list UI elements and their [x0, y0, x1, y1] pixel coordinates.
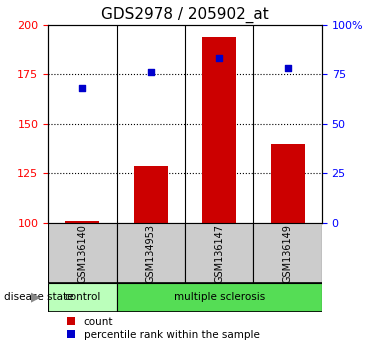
Bar	[48, 283, 117, 312]
Point	[148, 69, 154, 75]
Bar	[117, 223, 185, 283]
Legend: count, percentile rank within the sample: count, percentile rank within the sample	[67, 317, 259, 340]
Text: GSM136140: GSM136140	[77, 224, 87, 282]
Point	[216, 56, 222, 61]
Bar	[48, 223, 117, 283]
Bar	[185, 223, 253, 283]
Text: ▶: ▶	[31, 291, 41, 304]
Text: control: control	[64, 292, 101, 302]
Bar	[65, 221, 100, 223]
Bar	[202, 37, 236, 223]
Point	[285, 65, 291, 71]
Bar	[117, 283, 322, 312]
Text: GSM136147: GSM136147	[214, 224, 224, 282]
Point	[79, 85, 85, 91]
Text: GSM134953: GSM134953	[146, 224, 156, 282]
Bar	[270, 144, 305, 223]
Text: multiple sclerosis: multiple sclerosis	[174, 292, 265, 302]
Bar	[134, 166, 168, 223]
Text: disease state: disease state	[4, 292, 73, 302]
Title: GDS2978 / 205902_at: GDS2978 / 205902_at	[101, 7, 269, 23]
Bar	[253, 223, 322, 283]
Text: GSM136149: GSM136149	[283, 224, 293, 282]
